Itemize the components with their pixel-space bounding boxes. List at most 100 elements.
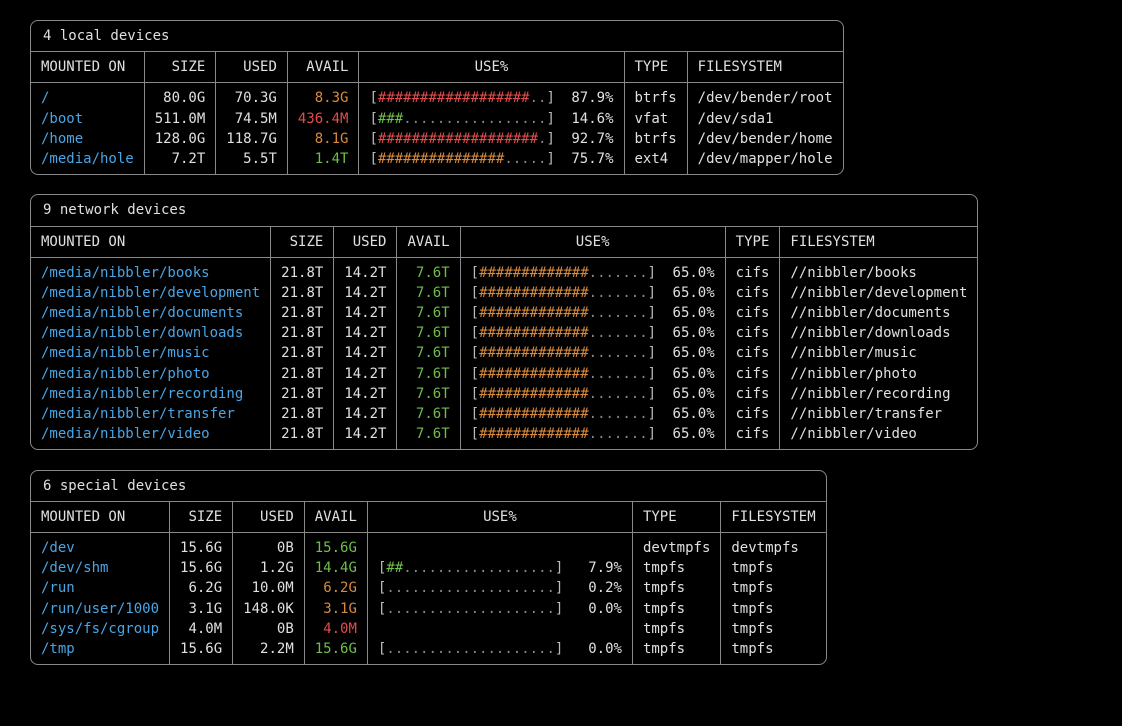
fs-type: cifs (725, 424, 780, 449)
usage-bar: [###################.] 92.7% (359, 129, 624, 149)
size-value: 21.8T (271, 303, 334, 323)
filesystem-path: devtmpfs (721, 532, 826, 558)
usage-percent: 87.9% (563, 90, 614, 106)
usage-percent: 75.7% (563, 151, 614, 167)
usage-bar: [....................] 0.0% (367, 639, 632, 664)
usage-bar: [#############.......] 65.0% (460, 343, 725, 363)
size-value: 80.0G (144, 83, 216, 109)
usage-percent: 65.0% (664, 366, 715, 382)
filesystem-path: //nibbler/music (780, 343, 978, 363)
mount-path: /media/nibbler/downloads (31, 323, 271, 343)
filesystem-path: /dev/bender/root (687, 83, 842, 109)
used-value: 5.5T (216, 149, 288, 174)
mount-path: /media/nibbler/documents (31, 303, 271, 323)
section-title: 6 special devices (31, 471, 826, 502)
usage-percent: 65.0% (664, 285, 715, 301)
fs-type: cifs (725, 303, 780, 323)
mount-path: /media/nibbler/transfer (31, 404, 271, 424)
table-row: /media/nibbler/photo21.8T14.2T7.6T[#####… (31, 364, 977, 384)
table-row: /media/nibbler/transfer21.8T14.2T7.6T[##… (31, 404, 977, 424)
usage-bar (367, 619, 632, 639)
used-value: 0B (233, 532, 305, 558)
usage-bar: [##..................] 7.9% (367, 558, 632, 578)
usage-bar: [###############.....] 75.7% (359, 149, 624, 174)
usage-percent: 65.0% (664, 426, 715, 442)
table-row: /home128.0G118.7G8.1G[##################… (31, 129, 843, 149)
filesystem-path: tmpfs (721, 578, 826, 598)
mount-path: /sys/fs/cgroup (31, 619, 170, 639)
column-header-usepct: USE% (359, 52, 624, 83)
filesystem-path: //nibbler/recording (780, 384, 978, 404)
table-row: /media/nibbler/recording21.8T14.2T7.6T[#… (31, 384, 977, 404)
usage-percent: 65.0% (664, 386, 715, 402)
mount-path: /home (31, 129, 144, 149)
filesystem-path: /dev/sda1 (687, 109, 842, 129)
fs-type: tmpfs (632, 578, 720, 598)
size-value: 6.2G (170, 578, 233, 598)
filesystem-path: tmpfs (721, 619, 826, 639)
avail-value: 8.1G (287, 129, 359, 149)
usage-bar: [#############.......] 65.0% (460, 364, 725, 384)
size-value: 21.8T (271, 343, 334, 363)
filesystem-path: //nibbler/transfer (780, 404, 978, 424)
used-value: 14.2T (334, 384, 397, 404)
mount-path: /media/hole (31, 149, 144, 174)
avail-value: 3.1G (304, 599, 367, 619)
size-value: 7.2T (144, 149, 216, 174)
size-value: 15.6G (170, 639, 233, 664)
avail-value: 8.3G (287, 83, 359, 109)
avail-value: 7.6T (397, 404, 460, 424)
fs-type: cifs (725, 283, 780, 303)
avail-value: 7.6T (397, 283, 460, 303)
size-value: 21.8T (271, 364, 334, 384)
mount-path: /media/nibbler/recording (31, 384, 271, 404)
used-value: 2.2M (233, 639, 305, 664)
avail-value: 6.2G (304, 578, 367, 598)
table-row: /sys/fs/cgroup4.0M0B4.0Mtmpfstmpfs (31, 619, 826, 639)
avail-value: 436.4M (287, 109, 359, 129)
usage-bar: [#############.......] 65.0% (460, 257, 725, 283)
column-header-size: SIZE (271, 227, 334, 258)
avail-value: 14.4G (304, 558, 367, 578)
size-value: 21.8T (271, 384, 334, 404)
used-value: 14.2T (334, 323, 397, 343)
size-value: 21.8T (271, 257, 334, 283)
fs-type: btrfs (624, 129, 687, 149)
device-section: 9 network devicesMOUNTED ONSIZEUSEDAVAIL… (30, 194, 978, 450)
fs-type: cifs (725, 323, 780, 343)
table-row: /dev/shm15.6G1.2G14.4G[##...............… (31, 558, 826, 578)
usage-percent: 0.0% (571, 641, 622, 657)
used-value: 14.2T (334, 364, 397, 384)
size-value: 15.6G (170, 558, 233, 578)
mount-path: /media/nibbler/books (31, 257, 271, 283)
used-value: 74.5M (216, 109, 288, 129)
column-header-mounted: MOUNTED ON (31, 502, 170, 533)
mount-path: /run (31, 578, 170, 598)
usage-percent: 65.0% (664, 345, 715, 361)
filesystem-path: //nibbler/video (780, 424, 978, 449)
used-value: 14.2T (334, 257, 397, 283)
fs-type: tmpfs (632, 639, 720, 664)
used-value: 14.2T (334, 303, 397, 323)
mount-path: /media/nibbler/music (31, 343, 271, 363)
filesystem-path: //nibbler/documents (780, 303, 978, 323)
table-row: /tmp15.6G2.2M15.6G[....................]… (31, 639, 826, 664)
filesystem-path: //nibbler/photo (780, 364, 978, 384)
used-value: 1.2G (233, 558, 305, 578)
usage-bar: [....................] 0.0% (367, 599, 632, 619)
usage-bar: [##################..] 87.9% (359, 83, 624, 109)
fs-type: cifs (725, 343, 780, 363)
usage-percent: 0.0% (571, 601, 622, 617)
table-row: /dev15.6G0B15.6Gdevtmpfsdevtmpfs (31, 532, 826, 558)
mount-path: /tmp (31, 639, 170, 664)
size-value: 128.0G (144, 129, 216, 149)
size-value: 15.6G (170, 532, 233, 558)
section-title: 9 network devices (31, 195, 977, 226)
device-section: 6 special devicesMOUNTED ONSIZEUSEDAVAIL… (30, 470, 827, 666)
table-row: /media/nibbler/development21.8T14.2T7.6T… (31, 283, 977, 303)
fs-type: cifs (725, 257, 780, 283)
usage-bar: [#############.......] 65.0% (460, 424, 725, 449)
avail-value: 15.6G (304, 639, 367, 664)
filesystem-path: //nibbler/downloads (780, 323, 978, 343)
usage-bar: [#############.......] 65.0% (460, 404, 725, 424)
